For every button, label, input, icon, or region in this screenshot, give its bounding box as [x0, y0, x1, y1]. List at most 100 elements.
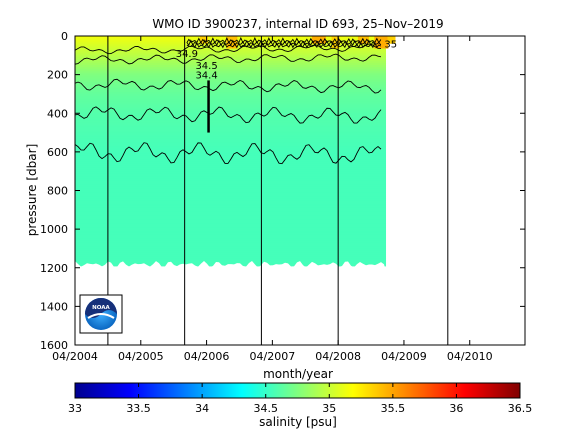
salinity-band	[75, 231, 387, 234]
salinity-band	[75, 223, 387, 226]
field-bottom-edge	[75, 260, 387, 272]
contour-lines	[74, 36, 382, 165]
salinity-band	[75, 101, 387, 105]
salinity-band	[75, 155, 387, 159]
salinity-band	[75, 130, 387, 134]
salinity-band	[75, 59, 387, 62]
salinity-band	[75, 256, 387, 259]
salinity-band	[75, 57, 387, 60]
salinity-band	[75, 99, 387, 103]
y-tick-label: 1200	[40, 262, 68, 275]
x-axis-label: month/year	[263, 367, 333, 381]
salinity-band	[75, 209, 387, 213]
y-axis-label: pressure [dbar]	[25, 144, 39, 237]
salinity-band	[75, 88, 387, 91]
colorbar-tick-label: 33	[68, 402, 82, 415]
salinity-band	[75, 173, 387, 176]
x-tick-label: 04/2006	[184, 350, 230, 363]
salinity-band	[75, 186, 387, 190]
salinity-band	[75, 95, 387, 99]
salinity-band	[75, 215, 387, 219]
salinity-band	[75, 176, 387, 180]
svg-text:NOAA: NOAA	[92, 305, 110, 311]
contour-label: 34.4	[195, 70, 217, 81]
salinity-band	[75, 238, 387, 242]
salinity-band	[75, 66, 387, 70]
salinity-band	[75, 261, 387, 265]
salinity-band	[75, 136, 387, 139]
colorbar: 33 33.5 34 34.5 35 35.5 36 36.5	[68, 382, 532, 415]
salinity-band	[75, 111, 387, 114]
salinity-band	[75, 159, 387, 163]
salinity-band	[75, 202, 387, 205]
salinity-band	[75, 76, 387, 80]
salinity-band	[75, 188, 387, 192]
salinity-band	[75, 64, 387, 68]
salinity-band	[75, 70, 387, 74]
salinity-band	[75, 119, 387, 122]
salinity-band	[75, 198, 387, 201]
x-tick-label: 04/2007	[250, 350, 296, 363]
salinity-band	[75, 151, 387, 155]
salinity-band	[75, 184, 387, 188]
salinity-band	[75, 167, 387, 170]
surface-contour-line	[186, 39, 382, 47]
salinity-band	[75, 163, 387, 166]
salinity-band	[75, 80, 387, 83]
salinity-band	[75, 178, 387, 182]
salinity-band	[75, 134, 387, 138]
salinity-band	[75, 190, 387, 194]
colorbar-tick-label: 35.5	[381, 402, 406, 415]
contour-line	[74, 43, 382, 55]
salinity-band	[75, 109, 387, 112]
salinity-band	[75, 84, 387, 87]
salinity-band	[75, 252, 387, 255]
salinity-band	[75, 132, 387, 136]
salinity-band	[75, 246, 387, 250]
salinity-band	[75, 92, 387, 95]
x-tick-label: 04/2009	[381, 350, 427, 363]
salinity-band	[75, 240, 387, 244]
y-tick-label: 400	[47, 107, 68, 120]
salinity-band	[75, 180, 387, 184]
x-tick-label: 04/2008	[315, 350, 361, 363]
colorbar-tick-label: 35	[322, 402, 336, 415]
salinity-band	[75, 165, 387, 168]
salinity-band	[75, 200, 387, 203]
salinity-band	[75, 248, 387, 251]
warm-patch	[387, 36, 396, 44]
salinity-band	[75, 138, 387, 141]
salinity-band	[75, 225, 387, 228]
y-tick-label: 1000	[40, 223, 68, 236]
salinity-band	[75, 140, 387, 143]
salinity-band	[75, 78, 387, 82]
salinity-field	[75, 36, 387, 267]
salinity-band	[75, 90, 387, 93]
colorbar-tick-label: 34.5	[253, 402, 278, 415]
salinity-band	[75, 68, 387, 72]
salinity-band	[75, 207, 387, 211]
salinity-band	[75, 120, 387, 124]
salinity-band	[75, 128, 387, 132]
surface-contour-line	[186, 41, 382, 49]
salinity-band	[75, 182, 387, 186]
salinity-band	[75, 82, 387, 85]
salinity-band	[75, 171, 387, 174]
chart-title: WMO ID 3900237, internal ID 693, 25–Nov–…	[152, 17, 443, 31]
y-tick-label: 1400	[40, 300, 68, 313]
salinity-band	[75, 196, 387, 199]
contour-line	[74, 78, 382, 94]
salinity-band	[75, 47, 387, 51]
salinity-band	[75, 122, 387, 126]
salinity-band	[75, 117, 387, 120]
colorbar-tick-label: 34	[195, 402, 209, 415]
warm-patch	[200, 36, 208, 44]
plot-area: 34.934.534.4 35 0 200 400 600 800 1000 1200 1400 1…	[40, 30, 526, 363]
salinity-band	[75, 53, 387, 56]
colorbar-tick-label: 33.5	[126, 402, 151, 415]
salinity-band	[75, 153, 387, 157]
salinity-band	[75, 192, 387, 195]
salinity-band	[75, 250, 387, 253]
x-tick-label: 04/2010	[447, 350, 493, 363]
